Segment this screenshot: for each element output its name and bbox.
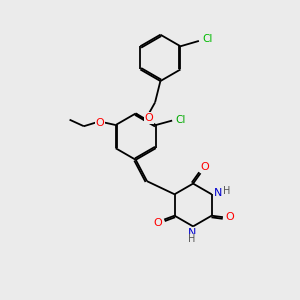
Text: O: O <box>96 118 105 128</box>
Text: N: N <box>214 188 222 198</box>
Text: H: H <box>188 235 195 244</box>
Text: N: N <box>188 228 196 238</box>
Text: Cl: Cl <box>202 34 212 44</box>
Text: Cl: Cl <box>175 115 185 125</box>
Text: O: O <box>153 218 162 228</box>
Text: O: O <box>226 212 234 222</box>
Text: O: O <box>201 162 209 172</box>
Text: H: H <box>224 186 231 196</box>
Text: O: O <box>145 113 154 123</box>
